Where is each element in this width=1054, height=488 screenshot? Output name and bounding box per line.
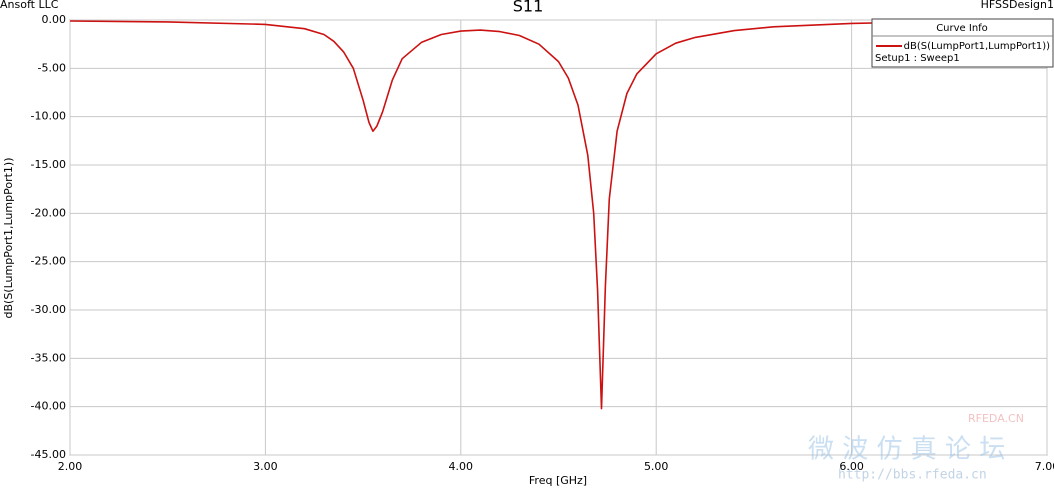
y-tick-label: -20.00 xyxy=(31,206,66,219)
legend-subtitle: Setup1 : Sweep1 xyxy=(875,53,960,64)
y-tick-label: -45.00 xyxy=(31,448,66,461)
x-tick-label: 2.00 xyxy=(58,460,83,473)
corner-right: HFSSDesign1 xyxy=(981,0,1054,11)
y-tick-label: -10.00 xyxy=(31,110,66,123)
legend-box xyxy=(871,18,1054,68)
x-axis-label: Freq [GHz] xyxy=(529,474,587,487)
y-axis-label: dB(S(LumpPort1,LumpPort1)) xyxy=(2,158,15,319)
plot-area xyxy=(69,19,1048,456)
watermark: RFEDA.CN 微 波 仿 真 论 坛 http://bbs.rfeda.cn xyxy=(808,412,1024,483)
x-tick-label: 6.00 xyxy=(839,460,864,473)
y-tick-label: 0.00 xyxy=(42,13,67,26)
chart-title: S11 xyxy=(513,0,544,16)
x-tick-label: 7.00 xyxy=(1035,460,1054,473)
legend-title: Curve Info xyxy=(936,23,988,34)
y-tick-label: -40.00 xyxy=(31,400,66,413)
curve xyxy=(69,20,1048,410)
legend: Curve Info dB(S(LumpPort1,LumpPort1))Setu… xyxy=(871,18,1054,68)
watermark-text: http://bbs.rfeda.cn xyxy=(838,468,987,483)
x-tick-label: 3.00 xyxy=(253,460,278,473)
x-tick-label: 5.00 xyxy=(644,460,669,473)
watermark-text: RFEDA.CN xyxy=(968,412,1024,425)
corner-left: Ansoft LLC xyxy=(0,0,59,11)
watermark-text: 微 波 仿 真 论 坛 xyxy=(808,435,1005,465)
y-tick-label: -30.00 xyxy=(31,303,66,316)
legend-entry: dB(S(LumpPort1,LumpPort1)) xyxy=(904,41,1050,52)
y-tick-label: -5.00 xyxy=(38,61,66,74)
y-tick-label: -25.00 xyxy=(31,255,66,268)
y-tick-label: -15.00 xyxy=(31,158,66,171)
x-tick-label: 4.00 xyxy=(449,460,474,473)
y-tick-label: -35.00 xyxy=(31,351,66,364)
grid xyxy=(69,19,1048,456)
